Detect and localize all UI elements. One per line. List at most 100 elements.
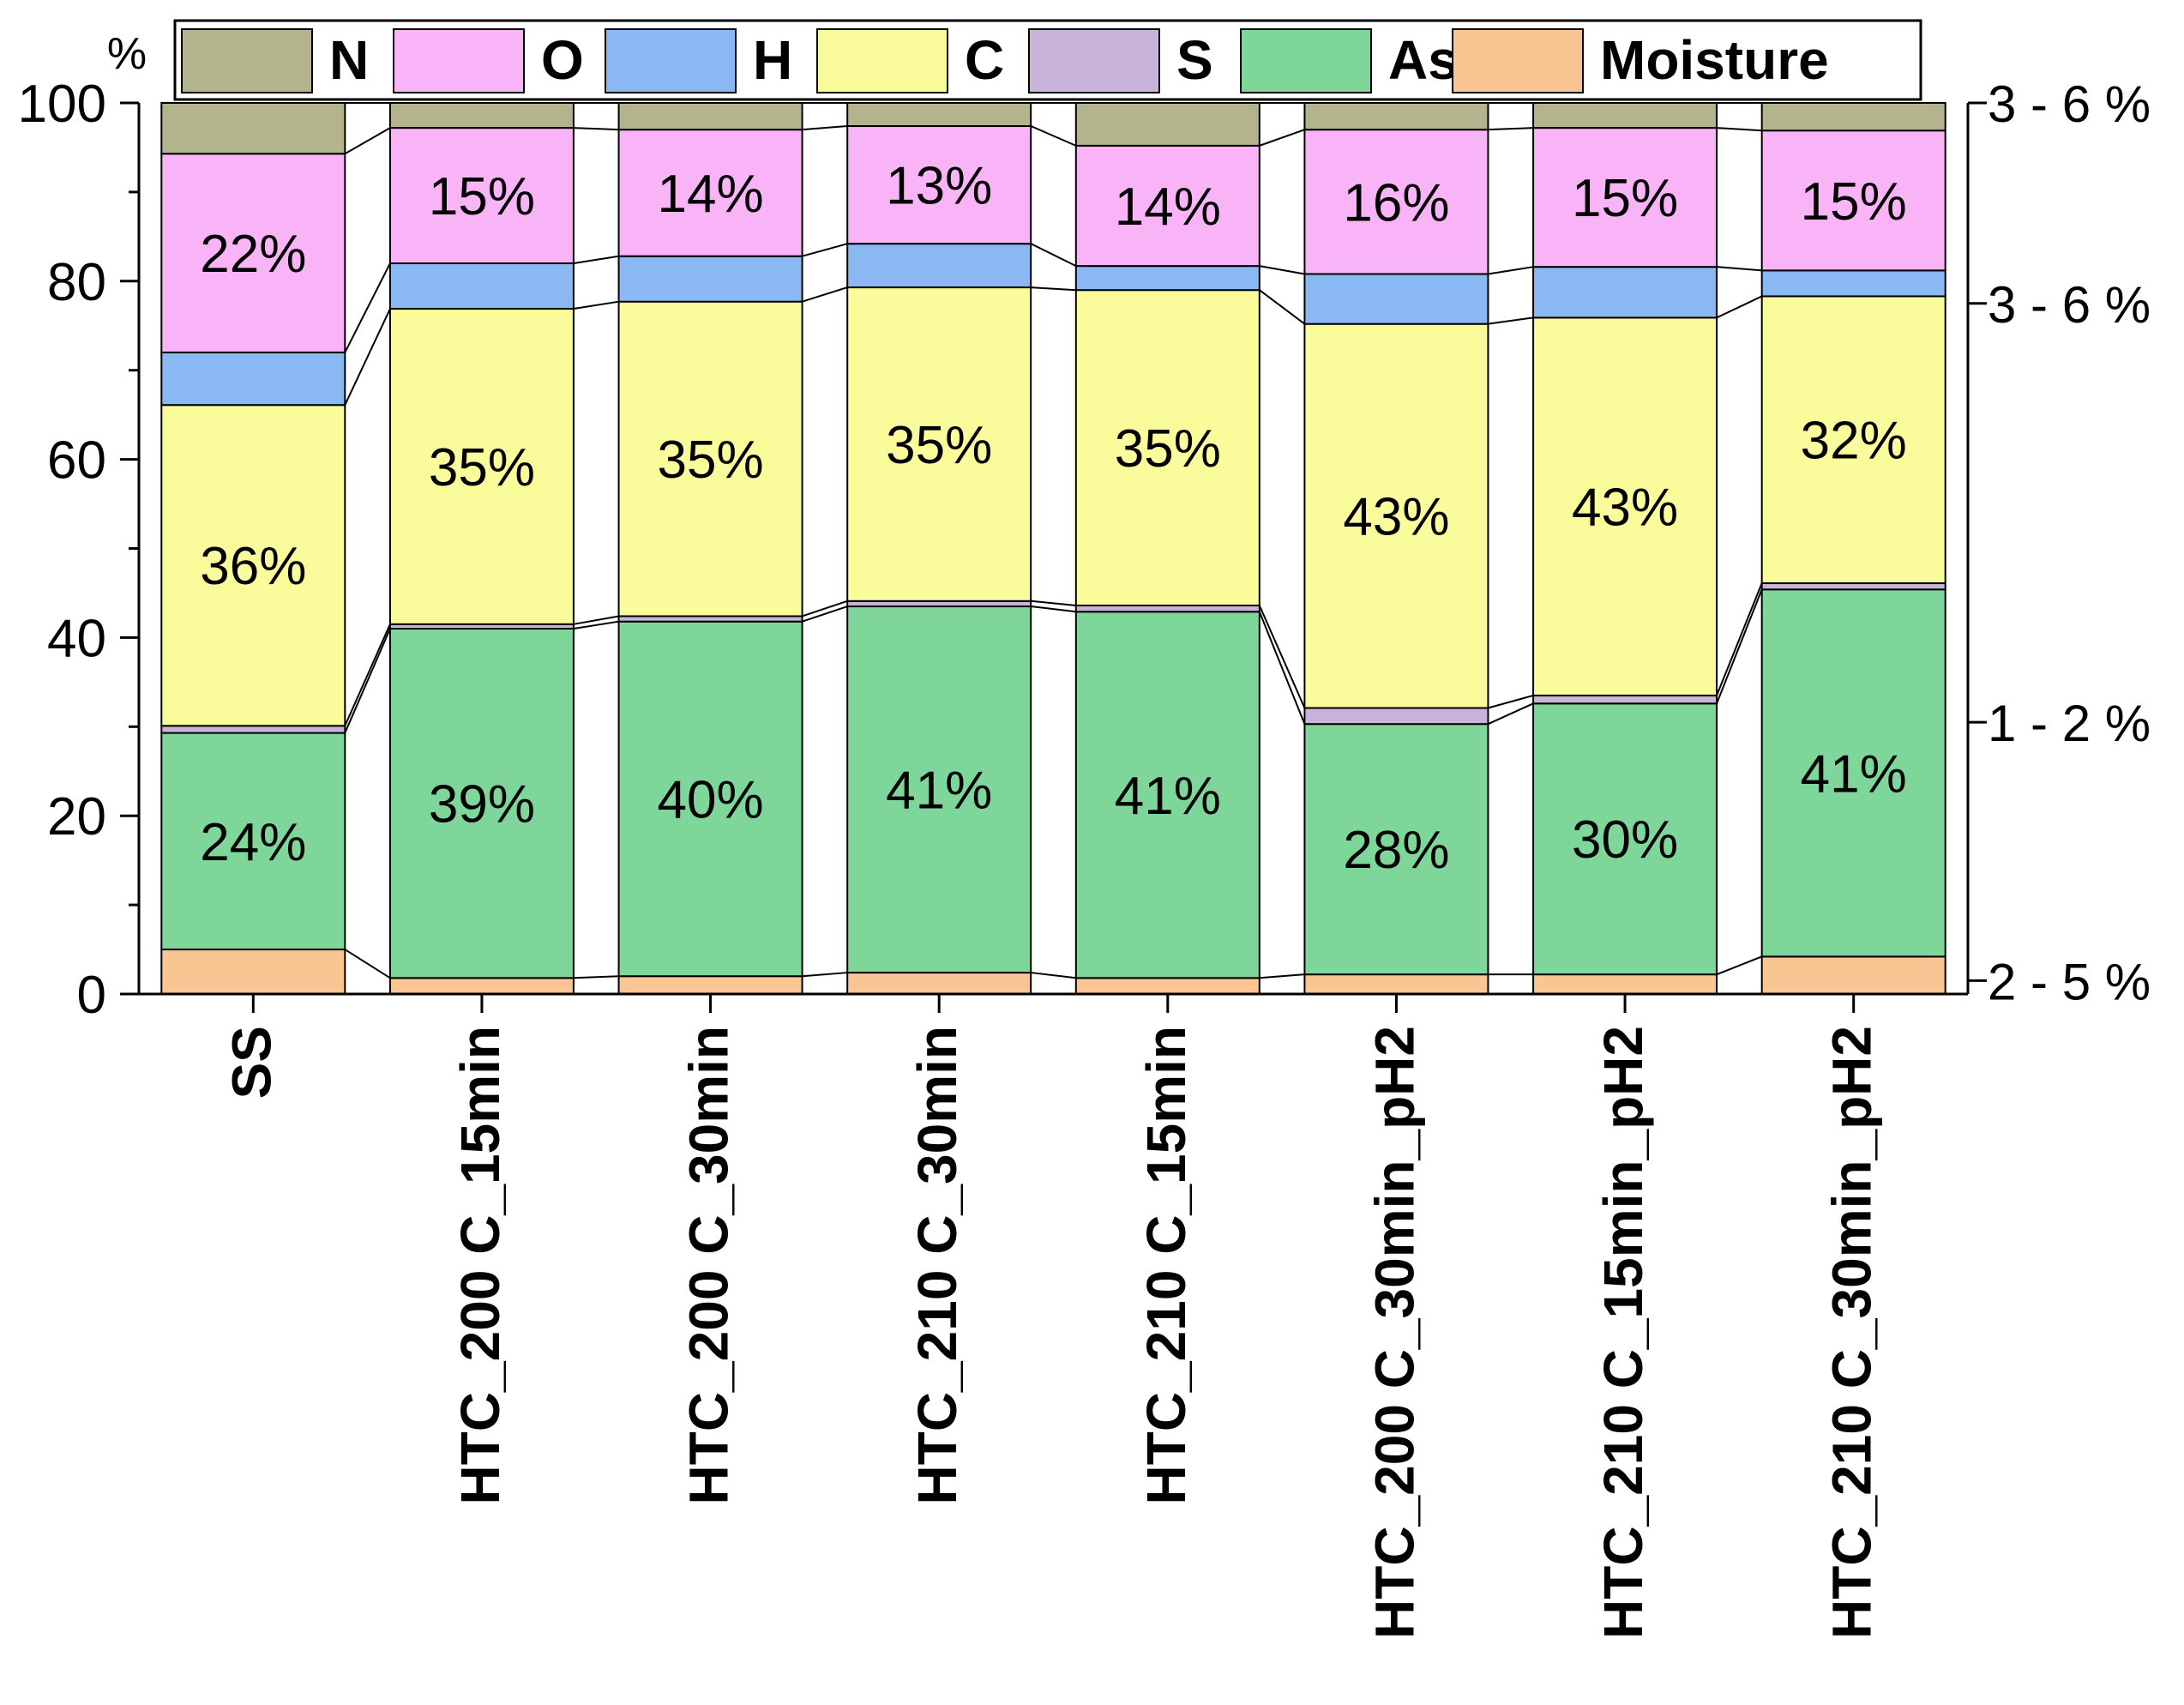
bar-segment-n-htc-210-c-30min bbox=[846, 102, 1032, 128]
connector-line bbox=[1488, 316, 1534, 325]
category-label-ss: SS bbox=[220, 1026, 282, 1099]
connector-line bbox=[1717, 127, 1762, 132]
bar-segment-h-htc-210-c-30min bbox=[846, 243, 1032, 289]
bar-segment-s-htc-210-c-15min bbox=[1074, 604, 1260, 613]
legend-swatch-n bbox=[181, 28, 313, 93]
bar-segment-n-ss bbox=[160, 102, 346, 155]
bar-segment-n-htc-200-c-30min-ph2 bbox=[1303, 102, 1489, 131]
connector-line bbox=[1716, 582, 1763, 696]
bar-segment-h-htc-200-c-30min-ph2 bbox=[1303, 273, 1489, 325]
data-label-ash-htc-200-c-30min: 40% bbox=[658, 770, 764, 829]
connector-line bbox=[1258, 605, 1306, 708]
bar-segment-moisture-htc-210-c-15min-ph2 bbox=[1532, 973, 1718, 995]
data-label-c-htc-210-c-15min-ph2: 43% bbox=[1572, 479, 1678, 538]
connector-line bbox=[573, 255, 619, 265]
connector-line bbox=[573, 300, 619, 310]
legend-swatch-c bbox=[816, 28, 948, 93]
data-label-ash-htc-210-c-15min: 41% bbox=[1115, 767, 1221, 826]
y-tick-label: 100 bbox=[18, 75, 106, 134]
connector-line bbox=[1716, 588, 1763, 704]
right-annotation: 3 - 6 % bbox=[1988, 276, 2151, 334]
y-tick-label: 0 bbox=[77, 966, 106, 1025]
connector-line bbox=[1030, 125, 1077, 147]
connector-line bbox=[802, 599, 848, 618]
category-label-htc-210-c-15min-ph2: HTC_210 C_15min_pH2 bbox=[1592, 1026, 1654, 1639]
legend-label-moisture: Moisture bbox=[1600, 29, 1829, 91]
connector-line bbox=[573, 620, 619, 630]
bar-segment-ash-htc-210-c-15min-ph2 bbox=[1532, 702, 1718, 976]
bar-segment-moisture-htc-210-c-30min bbox=[846, 972, 1032, 995]
right-annotations: 3 - 6 % 3 - 6 % 1 - 2 % 2 - 5 % bbox=[1968, 75, 2151, 1010]
bar-segment-moisture-htc-210-c-30min-ph2 bbox=[1760, 955, 1946, 996]
connector-line bbox=[802, 605, 848, 623]
bar-stacks bbox=[160, 102, 1946, 996]
bar-segment-c-htc-210-c-15min-ph2 bbox=[1532, 316, 1718, 696]
legend-label-c: C bbox=[965, 29, 1004, 91]
data-label-ash-htc-200-c-30min-ph2: 28% bbox=[1343, 821, 1449, 880]
bar-segment-moisture-htc-200-c-15min bbox=[388, 977, 575, 995]
bar-segment-o-htc-200-c-15min bbox=[388, 127, 575, 265]
data-label-o-htc-210-c-30min: 13% bbox=[886, 157, 992, 216]
connector-line bbox=[344, 624, 391, 726]
category-label-htc-210-c-30min-ph2: HTC_210 C_30min_pH2 bbox=[1821, 1026, 1883, 1639]
connector-line bbox=[1488, 702, 1534, 726]
bar-segment-c-htc-200-c-30min-ph2 bbox=[1303, 322, 1489, 709]
bar-segment-ash-htc-200-c-15min bbox=[388, 628, 575, 979]
category-label-htc-200-c-30min-ph2: HTC_200 C_30min_pH2 bbox=[1363, 1026, 1425, 1639]
data-label-o-htc-210-c-15min: 14% bbox=[1115, 178, 1221, 237]
connector-line bbox=[1488, 266, 1534, 275]
data-label-ash-htc-210-c-30min-ph2: 41% bbox=[1801, 744, 1907, 804]
connector-line bbox=[1031, 286, 1076, 292]
connector-line bbox=[1031, 599, 1076, 606]
data-label-o-htc-200-c-30min: 14% bbox=[658, 165, 764, 224]
connector-line bbox=[1716, 266, 1762, 272]
category-labels: SS HTC_200 C_15min HTC_200 C_30min HTC_210 … bbox=[220, 1026, 1882, 1639]
legend: N O H C S Ash Moisture bbox=[173, 19, 1922, 101]
stack-connector-lines bbox=[344, 102, 1763, 995]
data-label-c-htc-210-c-30min: 35% bbox=[886, 416, 992, 475]
connector-line bbox=[802, 286, 848, 303]
category-label-htc-200-c-30min: HTC_200 C_30min bbox=[678, 1026, 740, 1504]
category-label-htc-210-c-15min: HTC_210 C_15min bbox=[1135, 1026, 1197, 1504]
bar-segment-ash-htc-200-c-30min bbox=[617, 620, 803, 978]
legend-label-n: N bbox=[329, 29, 369, 91]
bar-segment-c-htc-210-c-15min bbox=[1074, 289, 1260, 606]
connector-line bbox=[344, 949, 391, 979]
connector-line bbox=[344, 628, 391, 733]
bar-segment-s-ss bbox=[160, 725, 346, 734]
data-label-c-htc-210-c-15min: 35% bbox=[1115, 419, 1221, 479]
y-tick-label: 80 bbox=[47, 253, 106, 312]
bar-segment-c-htc-200-c-30min bbox=[617, 300, 803, 618]
data-label-o-htc-210-c-15min-ph2: 15% bbox=[1572, 169, 1678, 228]
category-label-htc-210-c-30min: HTC_210 C_30min bbox=[906, 1026, 968, 1504]
connector-line bbox=[1488, 127, 1534, 131]
bar-segment-moisture-htc-210-c-15min bbox=[1074, 977, 1260, 995]
bar-segment-n-htc-210-c-15min-ph2 bbox=[1532, 102, 1718, 130]
bar-segment-moisture-ss bbox=[160, 949, 346, 996]
bar-segment-ash-htc-210-c-30min-ph2 bbox=[1760, 588, 1946, 958]
connector-line bbox=[1258, 611, 1306, 725]
right-annotation: 1 - 2 % bbox=[1988, 695, 2151, 752]
connector-line bbox=[802, 125, 848, 131]
connector-line bbox=[802, 972, 848, 978]
bar-segment-c-htc-210-c-30min bbox=[846, 286, 1032, 602]
bar-segment-ash-htc-200-c-30min-ph2 bbox=[1303, 723, 1489, 976]
bar-segment-n-htc-210-c-30min-ph2 bbox=[1760, 102, 1946, 132]
y-tick-label: 40 bbox=[47, 609, 106, 668]
bar-segment-h-ss bbox=[160, 351, 346, 407]
bar-segment-n-htc-200-c-15min bbox=[388, 102, 575, 130]
connector-line bbox=[1259, 289, 1306, 325]
data-label-o-htc-210-c-30min-ph2: 15% bbox=[1801, 172, 1907, 232]
data-label-ash-htc-210-c-15min-ph2: 30% bbox=[1572, 810, 1678, 870]
legend-label-h: H bbox=[753, 29, 792, 91]
y-tick-label: 20 bbox=[47, 787, 106, 846]
bar-segment-moisture-htc-200-c-30min-ph2 bbox=[1303, 973, 1489, 995]
data-label-c-htc-210-c-30min-ph2: 32% bbox=[1801, 412, 1907, 471]
bar-segment-s-htc-210-c-30min-ph2 bbox=[1760, 582, 1946, 591]
data-label-c-ss: 36% bbox=[200, 537, 306, 596]
connector-line bbox=[1259, 265, 1305, 275]
data-label-o-htc-200-c-15min: 15% bbox=[429, 167, 535, 226]
data-label-ash-htc-210-c-30min: 41% bbox=[886, 762, 992, 821]
category-label-htc-200-c-15min: HTC_200 C_15min bbox=[449, 1026, 511, 1504]
